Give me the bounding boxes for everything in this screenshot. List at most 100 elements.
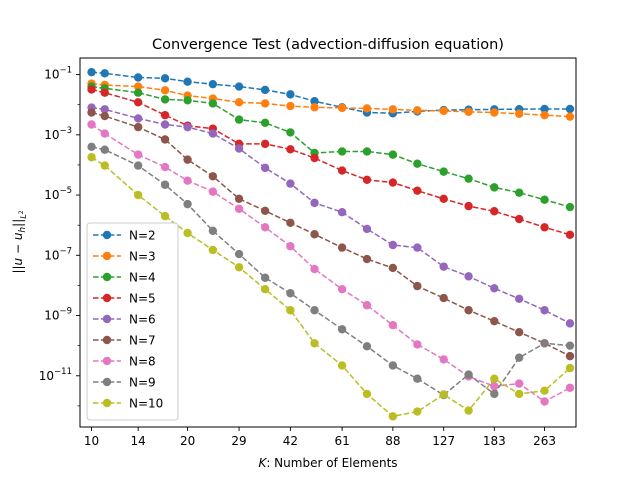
data-point <box>234 98 244 107</box>
data-point <box>337 147 347 156</box>
legend-marker <box>102 314 112 324</box>
data-point <box>565 104 575 114</box>
data-point <box>100 145 109 154</box>
x-tick-label: 10 <box>84 434 99 448</box>
data-point <box>490 207 499 216</box>
y-tick-label: 10−5 <box>44 186 72 202</box>
data-point <box>388 178 398 187</box>
data-point <box>160 110 170 120</box>
data-point <box>286 90 295 99</box>
data-point <box>133 88 143 97</box>
data-point <box>464 406 473 415</box>
data-point <box>540 339 549 348</box>
legend: N=2 N=3 N=4 N=5 N=6 N=7 N=8 N=9 N=10 <box>86 222 179 421</box>
data-point <box>208 187 218 196</box>
data-point <box>514 188 524 197</box>
data-point <box>337 284 347 294</box>
data-point <box>464 201 473 211</box>
legend-item: N=10 <box>93 397 163 411</box>
data-point <box>565 351 575 361</box>
data-point <box>565 230 575 239</box>
data-point <box>388 263 398 273</box>
data-point <box>337 207 347 217</box>
data-point <box>208 99 218 108</box>
data-point <box>540 195 549 204</box>
data-point <box>87 153 96 162</box>
data-point <box>439 194 448 204</box>
data-point <box>439 355 448 364</box>
legend-item: N=8 <box>93 355 156 369</box>
data-point <box>208 226 218 236</box>
data-point <box>362 175 372 185</box>
data-point <box>388 320 398 330</box>
legend-label: N=2 <box>129 229 156 243</box>
data-point <box>439 390 448 399</box>
plot-area <box>87 67 575 421</box>
data-point <box>439 262 448 271</box>
y-axis-title-u: u <box>11 257 25 265</box>
data-point <box>133 98 143 107</box>
legend-box <box>86 222 179 421</box>
data-point <box>286 218 295 227</box>
data-point <box>490 389 499 399</box>
y-axis-title-sub-h: h <box>18 227 28 233</box>
data-point <box>540 110 549 120</box>
data-point <box>514 353 524 362</box>
data-point <box>260 273 270 282</box>
data-point <box>286 289 295 298</box>
data-point <box>183 228 192 238</box>
data-point <box>464 306 473 315</box>
data-point <box>260 118 270 128</box>
data-point <box>565 112 575 121</box>
series-line <box>91 146 571 396</box>
legend-label: N=9 <box>129 376 156 390</box>
data-point <box>439 293 448 303</box>
data-point <box>337 243 347 252</box>
data-point <box>160 74 170 83</box>
x-axis-title-var: K <box>258 456 267 470</box>
x-axis-title: K: Number of Elements <box>258 456 397 470</box>
data-point <box>100 111 109 121</box>
legend-item: N=3 <box>93 250 156 264</box>
data-point <box>362 254 372 264</box>
legend-label: N=7 <box>129 334 156 348</box>
data-point <box>133 122 143 132</box>
data-point <box>260 139 270 149</box>
legend-label: N=3 <box>129 250 156 264</box>
data-point <box>183 122 192 132</box>
data-point <box>133 190 143 200</box>
legend-item: N=4 <box>93 271 156 285</box>
y-axis-title: ||u − uh||L2 <box>11 210 28 273</box>
chart-title: Convergence Test (advection-diffusion eq… <box>152 37 504 53</box>
x-tick-label: 14 <box>131 434 146 448</box>
series-line <box>91 82 571 118</box>
x-tick-label: 29 <box>231 434 246 448</box>
data-point <box>310 306 319 315</box>
data-point <box>362 224 372 234</box>
data-point <box>540 386 549 395</box>
data-point <box>565 319 575 328</box>
data-point <box>514 109 524 118</box>
data-point <box>490 374 499 383</box>
data-point <box>133 73 143 82</box>
data-point <box>362 104 372 113</box>
x-tick-label: 42 <box>283 434 298 448</box>
data-point <box>413 407 422 416</box>
data-point <box>260 85 270 95</box>
y-axis-title-minus: − <box>11 240 25 258</box>
data-point <box>464 272 473 281</box>
legend-item: N=6 <box>93 313 156 327</box>
y-axis-title-open: || <box>11 265 25 273</box>
data-point <box>565 341 575 350</box>
legend-label: N=10 <box>129 397 163 411</box>
data-point <box>464 107 473 117</box>
data-point <box>310 153 319 163</box>
y-tick-label: 10−9 <box>44 307 72 323</box>
legend-marker <box>102 272 112 282</box>
x-axis: 10 14 20 29 42 61 88 127 183 263 <box>84 427 556 448</box>
series-line <box>91 85 571 208</box>
data-point <box>286 306 295 315</box>
data-point <box>100 161 109 170</box>
x-tick-label: 88 <box>385 434 400 448</box>
data-point <box>310 103 319 112</box>
